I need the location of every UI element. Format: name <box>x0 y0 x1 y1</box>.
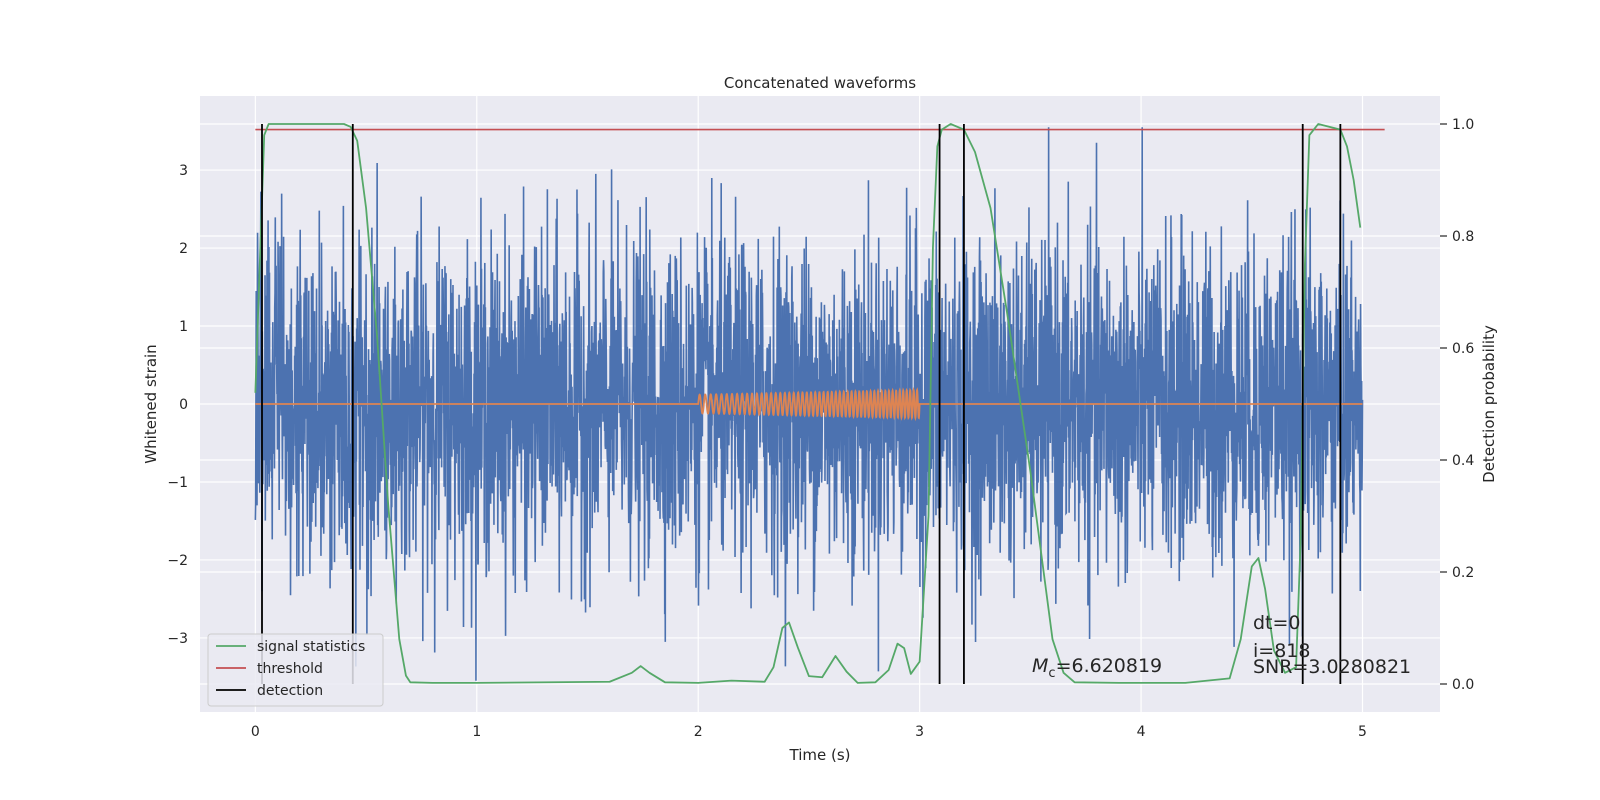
y-right-tick-label: 0.6 <box>1452 341 1474 357</box>
signal-statistics-line <box>254 123 1362 684</box>
annotation-mc-sub: c <box>1048 666 1055 681</box>
y-tick-label: 3 <box>179 163 188 179</box>
y-right-tick-label: 0.4 <box>1452 453 1474 469</box>
y-tick-label: −3 <box>167 631 188 647</box>
annotation-snr: SNR=3.0280821 <box>1253 656 1411 678</box>
chart-title: Concatenated waveforms <box>724 74 916 92</box>
data-layer <box>254 123 1385 684</box>
y-axis-right-label: Detection probability <box>1480 325 1498 483</box>
strain-series-line <box>254 127 1364 681</box>
y-right-tick-label: 0.2 <box>1452 565 1474 581</box>
y-right-tick-label: 0.8 <box>1452 229 1474 245</box>
tick-layer: 0 1 2 3 4 5 −3 −2 −1 0 1 2 3 0.0 0.2 0.4 0.6 0.8 1.0 <box>167 117 1474 740</box>
x-axis-label: Time (s) <box>789 746 851 764</box>
legend: signal statistics threshold detection <box>207 633 384 707</box>
legend-label-detection: detection <box>257 683 323 699</box>
x-tick-label: 2 <box>694 724 703 740</box>
legend-box <box>207 633 384 707</box>
annotation-i: i=818 <box>1253 640 1310 662</box>
annotation-mc: Mc=6.620819 <box>1032 655 1162 681</box>
y-tick-label: −2 <box>167 553 188 569</box>
y-axis-label: Whitened strain <box>142 344 160 463</box>
y-tick-label: 1 <box>179 319 188 335</box>
x-tick-label: 4 <box>1137 724 1146 740</box>
annotation-mc-value: =6.620819 <box>1056 655 1163 677</box>
annotation-mc-symbol: M <box>1032 655 1048 677</box>
annotation-group: Mc=6.620819 dt=0 i=818 SNR=3.0280821 <box>1032 612 1411 681</box>
legend-label-signal-statistics: signal statistics <box>257 639 365 655</box>
legend-label-threshold: threshold <box>257 661 323 677</box>
template-series-line <box>255 386 1363 422</box>
y-right-tick-label: 1.0 <box>1452 117 1474 133</box>
annotation-dt: dt=0 <box>1253 612 1301 634</box>
y-tick-label: 2 <box>179 241 188 257</box>
y-tick-label: −1 <box>167 475 188 491</box>
x-tick-label: 1 <box>472 724 481 740</box>
x-tick-label: 0 <box>251 724 260 740</box>
y-right-tick-label: 0.0 <box>1452 677 1474 693</box>
x-tick-label: 3 <box>915 724 924 740</box>
y-tick-label: 0 <box>179 397 188 413</box>
x-tick-label: 5 <box>1358 724 1367 740</box>
